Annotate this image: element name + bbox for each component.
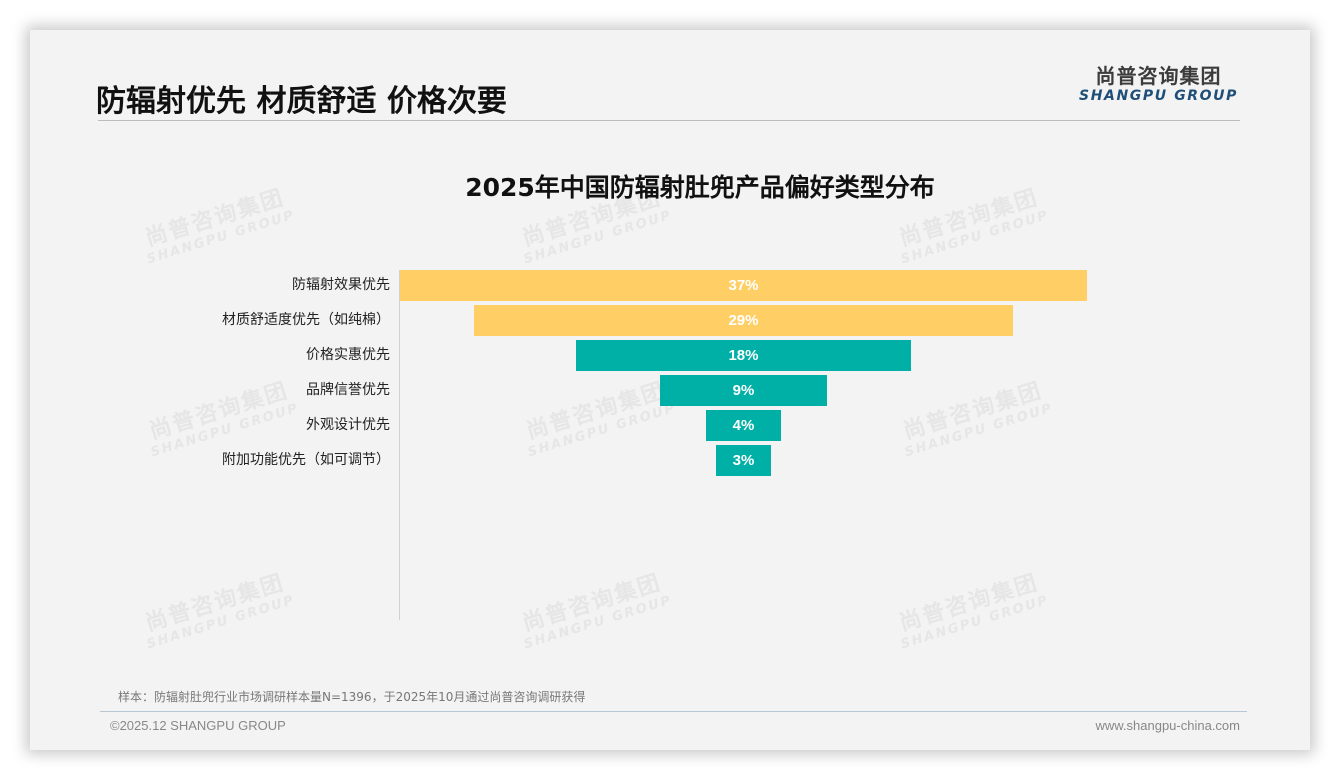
- funnel-bar: 18%: [576, 340, 911, 371]
- category-label: 附加功能优先（如可调节）: [222, 452, 390, 468]
- watermark-en: SHANGPU GROUP: [145, 592, 297, 653]
- chart-title: 2025年中国防辐射肚兜产品偏好类型分布: [465, 173, 935, 202]
- watermark-cn: 尚普咨询集团: [142, 570, 288, 637]
- logo-en-text: SHANGPU GROUP: [1079, 88, 1238, 104]
- watermark: 尚普咨询集团 SHANGPU GROUP: [519, 378, 678, 461]
- footer-divider: [100, 711, 1247, 712]
- slide: 尚普咨询集团 SHANGPU GROUP 尚普咨询集团 SHANGPU GROU…: [30, 30, 1310, 750]
- watermark-cn: 尚普咨询集团: [146, 378, 292, 445]
- category-label: 防辐射效果优先: [292, 277, 390, 293]
- watermark-en: SHANGPU GROUP: [899, 592, 1051, 653]
- funnel-bar: 3%: [715, 445, 772, 476]
- header-divider: [98, 120, 1240, 121]
- watermark-en: SHANGPU GROUP: [899, 207, 1051, 268]
- sample-footnote: 样本：防辐射肚兜行业市场调研样本量N=1396，于2025年10月通过尚普咨询调…: [118, 690, 586, 704]
- funnel-bar: 29%: [474, 305, 1013, 336]
- page-title: 防辐射优先 材质舒适 价格次要: [96, 84, 507, 119]
- funnel-bar: 9%: [659, 375, 828, 406]
- watermark: 尚普咨询集团 SHANGPU GROUP: [892, 570, 1051, 653]
- watermark-en: SHANGPU GROUP: [522, 592, 674, 653]
- company-logo: 尚普咨询集团 SHANGPU GROUP: [1079, 64, 1238, 104]
- copyright-text: ©2025.12 SHANGPU GROUP: [110, 718, 286, 733]
- category-label: 价格实惠优先: [306, 347, 390, 363]
- watermark-cn: 尚普咨询集团: [900, 378, 1046, 445]
- watermark: 尚普咨询集团 SHANGPU GROUP: [896, 378, 1055, 461]
- funnel-bar: 37%: [400, 270, 1087, 301]
- category-label: 品牌信誉优先: [306, 382, 390, 398]
- watermark-en: SHANGPU GROUP: [522, 207, 674, 268]
- watermark-cn: 尚普咨询集团: [519, 570, 665, 637]
- watermark: 尚普咨询集团 SHANGPU GROUP: [515, 570, 674, 653]
- watermark-cn: 尚普咨询集团: [896, 570, 1042, 637]
- category-axis-line: [399, 270, 400, 620]
- watermark-en: SHANGPU GROUP: [903, 400, 1055, 461]
- website-link[interactable]: www.shangpu-china.com: [1095, 718, 1240, 733]
- watermark-cn: 尚普咨询集团: [523, 378, 669, 445]
- watermark-en: SHANGPU GROUP: [145, 207, 297, 268]
- watermark: 尚普咨询集团 SHANGPU GROUP: [138, 570, 297, 653]
- funnel-bar: 4%: [706, 410, 781, 441]
- watermark-en: SHANGPU GROUP: [526, 400, 678, 461]
- category-label: 外观设计优先: [306, 417, 390, 433]
- logo-cn-text: 尚普咨询集团: [1095, 64, 1222, 88]
- category-label: 材质舒适度优先（如纯棉）: [222, 312, 390, 328]
